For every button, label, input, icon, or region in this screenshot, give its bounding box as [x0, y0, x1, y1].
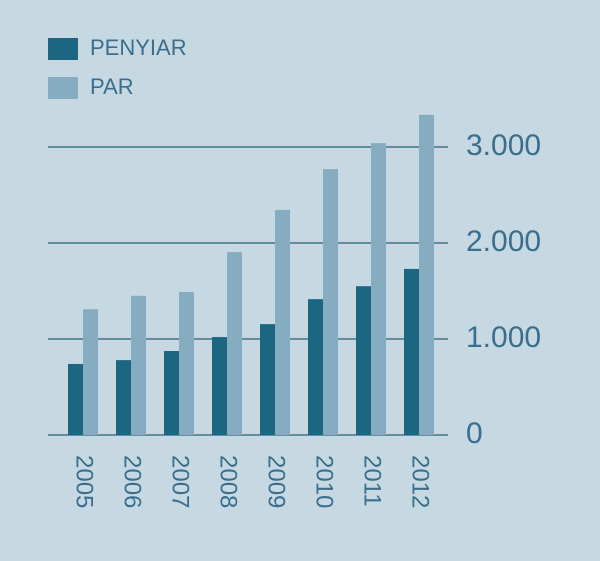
x-tick-label: 2011 [359, 455, 386, 507]
bar [116, 360, 131, 435]
x-tick-label: 2005 [71, 455, 98, 508]
bar [260, 324, 275, 435]
bar [131, 295, 146, 435]
bar [323, 169, 338, 435]
legend-swatch [48, 38, 78, 60]
legend-label: PAR [90, 74, 134, 99]
bar [371, 143, 386, 435]
x-tick-label: 2007 [167, 455, 194, 508]
y-tick-label: 2.000 [466, 225, 541, 258]
bar [356, 286, 371, 435]
x-tick-label: 2006 [119, 455, 146, 508]
x-tick-label: 2010 [311, 455, 338, 508]
bar [404, 268, 419, 435]
bar [275, 209, 290, 435]
y-tick-label: 1.000 [466, 321, 541, 354]
bar [164, 351, 179, 435]
x-tick-label: 2008 [215, 455, 242, 508]
bar [68, 363, 83, 435]
y-tick-label: 0 [466, 417, 483, 450]
x-tick-label: 2009 [263, 455, 290, 508]
y-tick-label: 3.000 [466, 129, 541, 162]
bar [179, 291, 194, 435]
x-tick-label: 2012 [407, 455, 434, 508]
bar [419, 114, 434, 435]
bar [227, 252, 242, 435]
bar [83, 309, 98, 435]
legend-label: PENYIAR [90, 35, 187, 60]
bar [212, 337, 227, 435]
bar [308, 299, 323, 435]
legend-swatch [48, 77, 78, 99]
